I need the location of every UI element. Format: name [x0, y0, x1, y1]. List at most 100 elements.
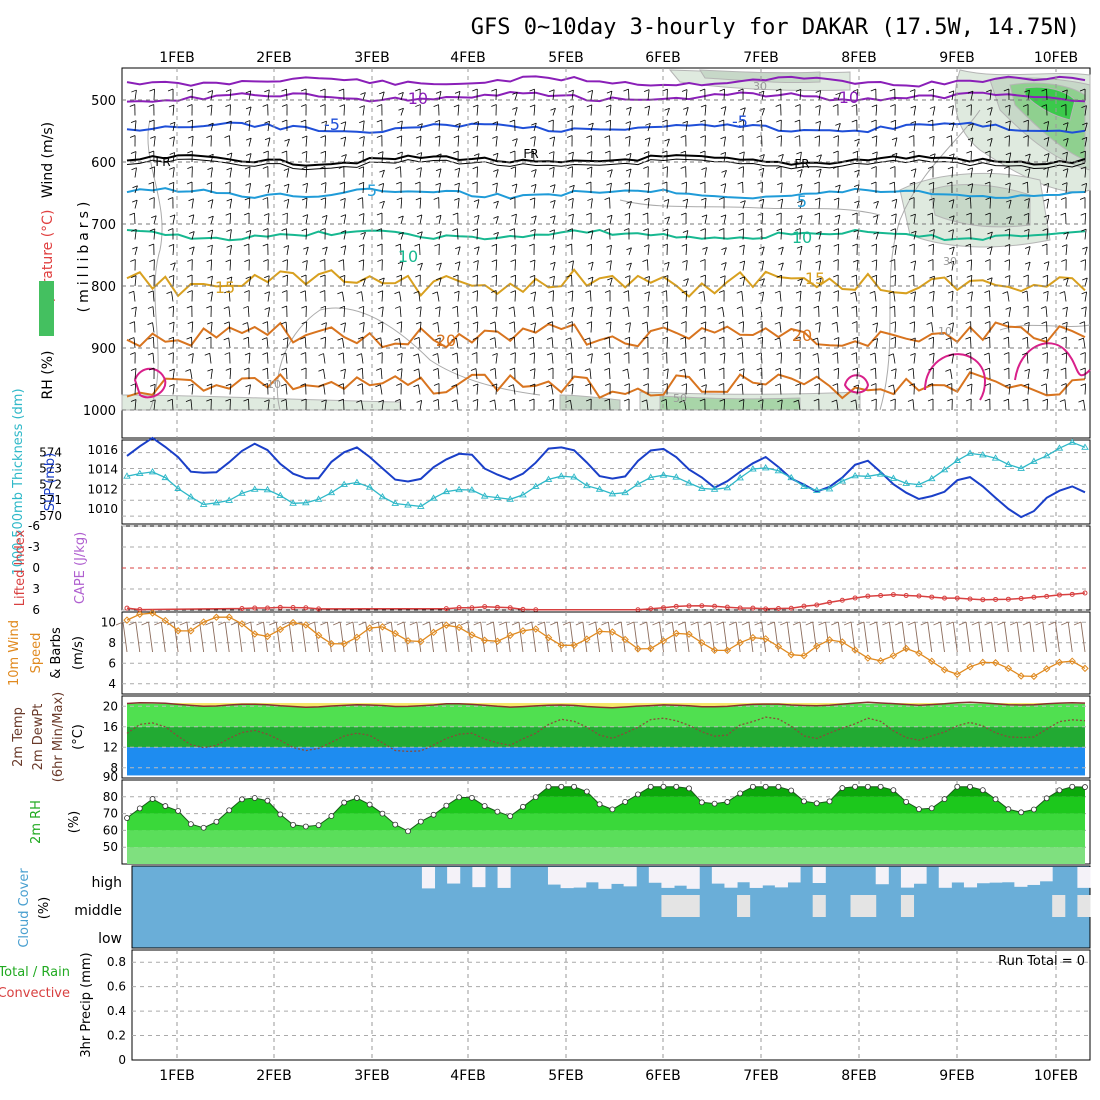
wind-speed-point-61 — [902, 644, 910, 653]
li-tick-3: 3 — [32, 582, 40, 596]
rh-point-72 — [1043, 795, 1050, 802]
lifted-index-point-36 — [878, 592, 884, 598]
temp2m-label-3: (6hr Min/Max) — [51, 692, 66, 782]
thickness-point-65 — [953, 456, 962, 463]
wind-barb-flag-48 — [728, 621, 737, 626]
lifted-index-point-24 — [724, 604, 730, 610]
lifted-index-point-11 — [469, 605, 475, 611]
wind-barb-3 — [160, 621, 166, 653]
cloud-high-clear-43 — [674, 867, 688, 886]
wind-speed-point-38 — [608, 628, 617, 636]
thickness-point-27 — [468, 486, 476, 493]
rh-point-54 — [813, 800, 820, 807]
cloud-high-clear-68 — [989, 867, 1003, 883]
rh-point-45 — [698, 799, 705, 806]
wind-speed-point-7 — [212, 613, 221, 621]
rh-point-9 — [239, 796, 245, 803]
precip-panel: 0.8 0.6 0.4 0.2 0 Run Total = 0 Total / Rain… — [0, 949, 1091, 1067]
wind10-label-3: & Barbs — [49, 627, 64, 679]
wind-barb-flag-51 — [767, 621, 775, 626]
upper-label-rh: RH (%) — [40, 351, 56, 400]
thickness-tick-571: 571 — [39, 493, 62, 507]
cloud-high-clear-48 — [737, 867, 751, 883]
wind-barb-flag-53 — [792, 621, 801, 626]
wind-barb-flag-33 — [537, 621, 545, 626]
wind-barb-flag-30 — [499, 621, 507, 626]
wind-speed-point-75 — [1081, 664, 1089, 673]
isotherm-label-5-0: 15 — [215, 278, 235, 297]
wind-speed-point-29 — [493, 637, 502, 645]
temp-tick-bottom: 90 — [103, 770, 118, 784]
cloud-mid-clear-58 — [863, 895, 877, 917]
thickness-point-54 — [812, 486, 821, 493]
wind-speed-point-22 — [404, 637, 412, 645]
wind10-label-2: Speed — [29, 633, 44, 674]
lifted-index-point-39 — [916, 593, 922, 599]
thickness-point-12 — [276, 491, 285, 499]
lifted-index-point-28 — [775, 606, 781, 612]
wind-speed-point-20 — [378, 623, 387, 631]
temp2m-label-1: 2m Temp — [11, 707, 26, 767]
isotherm-label-2-0: FR — [155, 155, 170, 169]
lifted-index-point-22 — [699, 603, 705, 609]
cloud-high-clear-25 — [447, 867, 461, 884]
wind-barb-14 — [301, 621, 307, 653]
wind-speed-point-14 — [302, 621, 310, 629]
rh-contour-label-1-0: 10 — [938, 325, 952, 338]
date-top-2FEB: 2FEB — [256, 50, 291, 66]
thickness-point-44 — [685, 479, 693, 486]
wind-barb-1 — [135, 621, 141, 653]
wind-barb-flag-29 — [486, 621, 494, 626]
wind-speed-point-31 — [519, 627, 527, 635]
cloud-level-middle: middle — [74, 903, 122, 919]
thickness-point-38 — [608, 489, 617, 497]
thickness-point-60 — [889, 474, 898, 481]
wind-barb-41 — [646, 621, 652, 653]
wind-barb-24 — [429, 621, 435, 653]
thickness-point-68 — [991, 454, 1000, 461]
thickness-point-55 — [825, 485, 834, 492]
isotherm-label-5-1: 15 — [805, 269, 825, 288]
lifted-index-point-3 — [252, 605, 258, 611]
precip-tick-0_2: 0.2 — [107, 1029, 126, 1043]
wind-barb-52 — [786, 621, 792, 653]
wind-speed-point-4 — [174, 627, 182, 635]
lifted-index-point-42 — [954, 595, 960, 601]
isotherm-3-b — [126, 158, 1086, 171]
wind-speed-point-71 — [1030, 672, 1038, 681]
rh-point-2 — [149, 796, 156, 802]
wind-barb-38 — [607, 621, 613, 653]
wind-barb-flag-67 — [971, 621, 979, 626]
wind-barb-71 — [1029, 621, 1035, 653]
rh-point-3 — [162, 803, 169, 809]
wind-speed-point-52 — [787, 651, 795, 659]
rh-tick-60: 60 — [103, 823, 118, 837]
wind-barb-27 — [467, 621, 473, 653]
cloud-high-clear-36 — [585, 867, 599, 883]
rh-contour-label-2-0: 50 — [673, 392, 687, 405]
rh-point-24 — [430, 811, 437, 818]
thickness-point-39 — [621, 488, 629, 496]
rh-point-46 — [711, 800, 718, 807]
thickness-point-2 — [148, 467, 157, 475]
rh-contour-3 — [619, 199, 881, 216]
wind-speed-point-23 — [417, 637, 425, 646]
wind-barb-flag-66 — [958, 621, 967, 626]
cloud-high-clear-42 — [661, 867, 675, 888]
thickness-point-11 — [263, 485, 272, 493]
wind-barb-32 — [531, 621, 537, 653]
cloud-high-clear-67 — [976, 867, 990, 884]
wind-barb-flag-17 — [332, 621, 341, 626]
wind-speed-point-46 — [710, 646, 719, 654]
lifted-index-point-20 — [673, 603, 679, 609]
thickness-point-43 — [672, 473, 681, 480]
wind-barb-21 — [390, 621, 396, 653]
wind-speed-point-40 — [634, 645, 642, 653]
wind-speed-point-68 — [991, 659, 1000, 667]
chart-title: GFS 0~10day 3-hourly for DAKAR (17.5W, 1… — [471, 15, 1080, 40]
wind-barb-59 — [876, 621, 882, 653]
isotherm-label-0-1: -10 — [833, 88, 859, 107]
rh-point-7 — [213, 818, 220, 825]
lifted-index-point-12 — [482, 604, 488, 610]
precip-tick-0_8: 0.8 — [107, 955, 126, 969]
